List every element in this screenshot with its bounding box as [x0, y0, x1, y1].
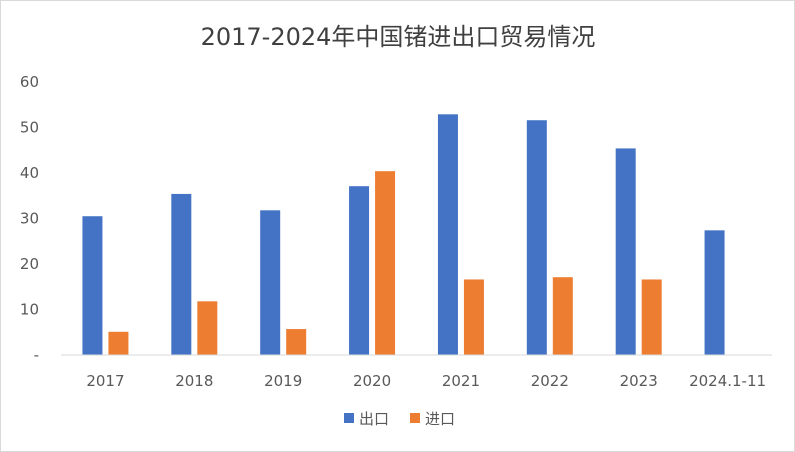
- bar-import-2018: [197, 301, 218, 355]
- bar-export-2018: [171, 193, 192, 355]
- bar-import-2022: [552, 277, 573, 355]
- y-axis: - 10 20 30 40 50 60: [20, 73, 39, 364]
- y-tick-label: 10: [20, 301, 39, 319]
- x-tick-label: 2017: [86, 372, 124, 390]
- y-tick-label: -: [34, 346, 39, 364]
- bar-export-2023: [615, 148, 636, 355]
- bar-import-2017: [108, 331, 129, 355]
- bar-export-2021: [437, 114, 458, 356]
- bar-import-2023: [641, 279, 662, 355]
- legend-swatch-import: [410, 413, 420, 423]
- bar-import-2020: [375, 171, 396, 355]
- x-tick-label: 2019: [264, 372, 302, 390]
- y-tick-label: 30: [20, 210, 39, 228]
- bar-import-2021: [463, 279, 484, 355]
- x-tick-label: 2020: [353, 372, 391, 390]
- x-tick-label: 2022: [531, 372, 569, 390]
- legend: 出口 进口: [344, 410, 455, 428]
- bar-export-2019: [260, 210, 281, 355]
- bar-import-2019: [286, 329, 307, 355]
- chart-title: 2017-2024年中国锗进出口贸易情况: [201, 23, 596, 51]
- y-tick-label: 40: [20, 164, 39, 182]
- x-tick-label: 2023: [620, 372, 658, 390]
- x-tick-label: 2021: [442, 372, 480, 390]
- legend-swatch-export: [344, 413, 354, 423]
- x-tick-label: 2024.1-11: [689, 372, 766, 390]
- x-axis: 2017 2018 2019 2020 2021 2022 2023 2024.1-11: [86, 372, 766, 390]
- bar-export-2022: [526, 120, 547, 355]
- y-tick-label: 50: [20, 119, 39, 137]
- y-tick-label: 20: [20, 255, 39, 273]
- legend-label-export: 出口: [359, 410, 389, 428]
- bars: [82, 114, 725, 356]
- bar-export-2017: [82, 216, 103, 355]
- y-tick-label: 60: [20, 73, 39, 91]
- x-tick-label: 2018: [175, 372, 213, 390]
- bar-export-2020: [349, 186, 370, 355]
- legend-label-import: 进口: [425, 410, 455, 428]
- bar-export-2024.1-11: [704, 230, 725, 355]
